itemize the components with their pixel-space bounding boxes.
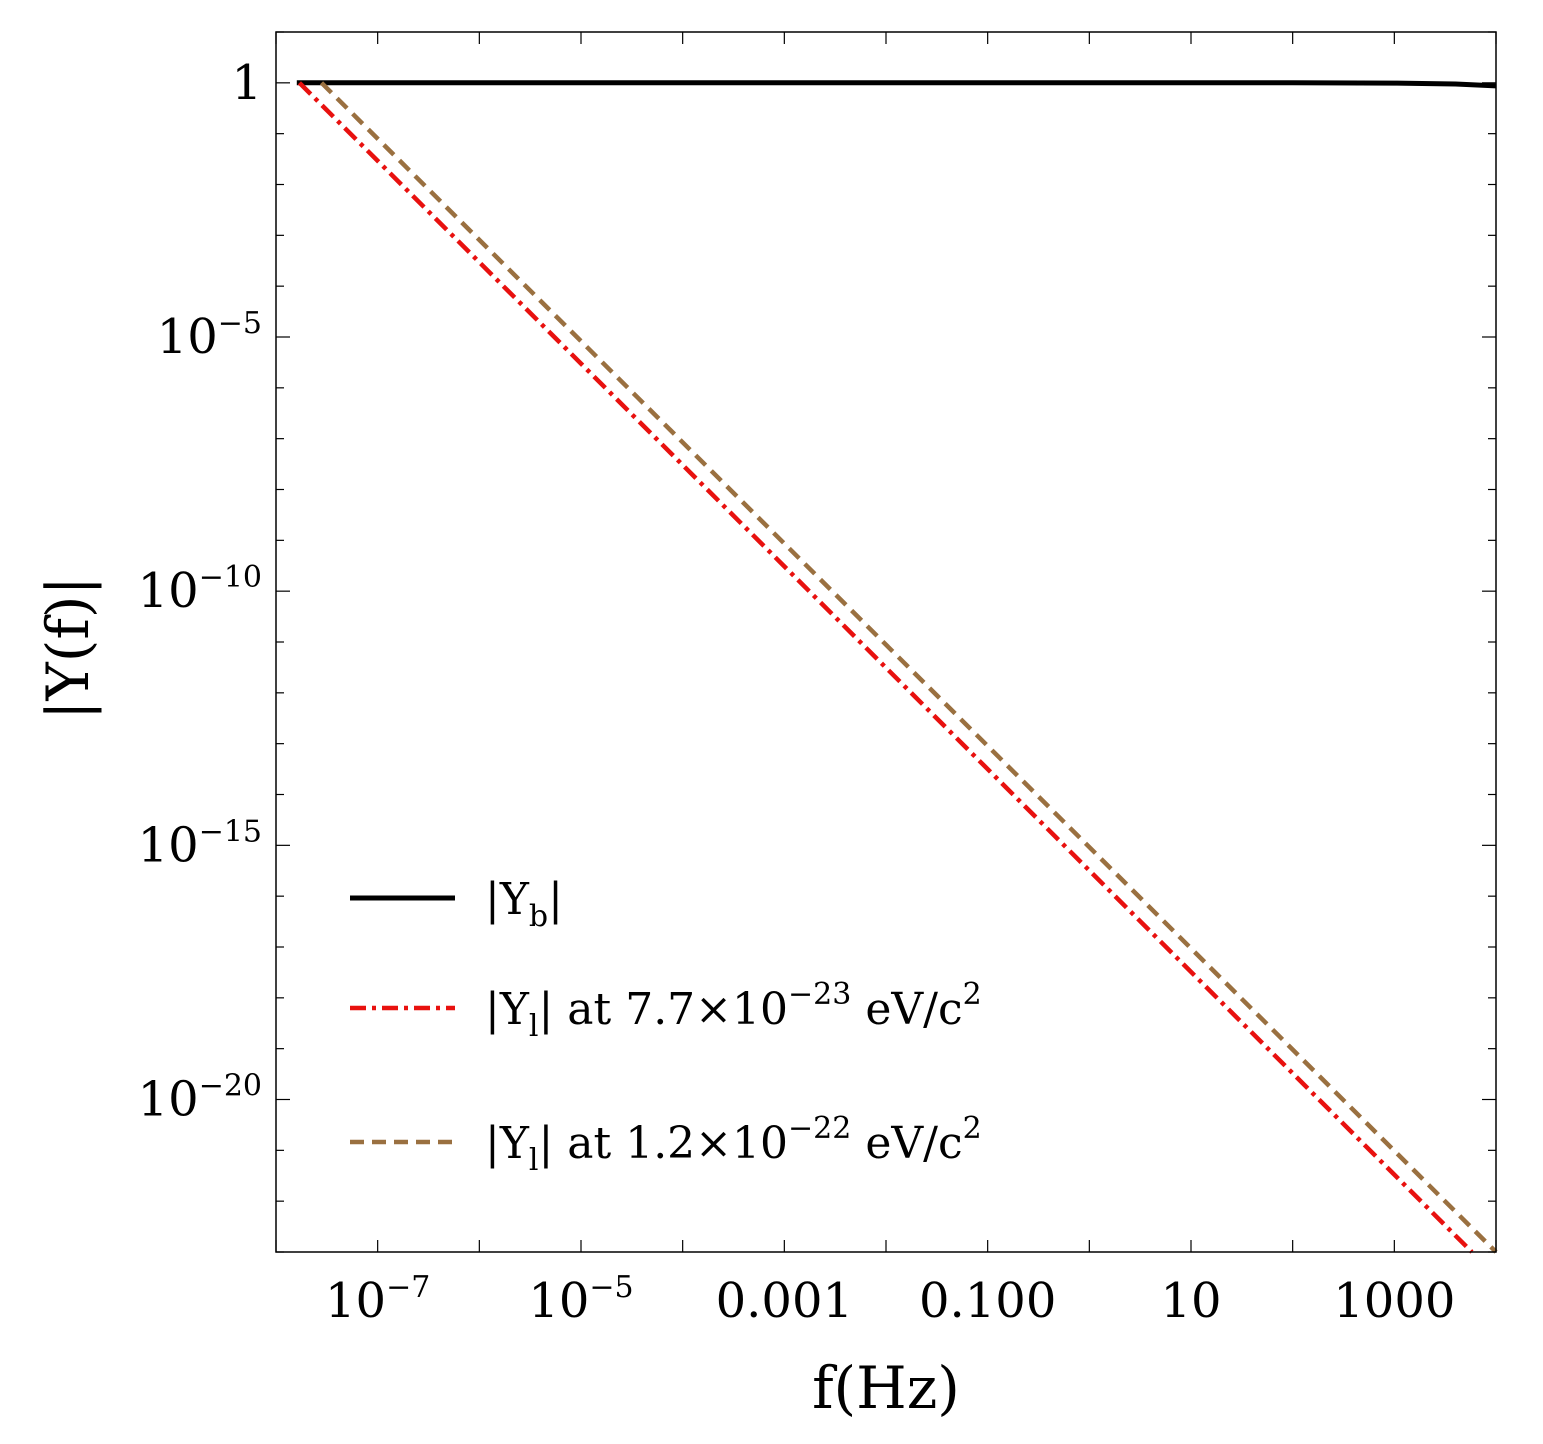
legend-subscript: b [529,899,548,934]
y-tick-label-exponent: −15 [199,814,262,849]
y-tick-label-mantissa: 1 [231,55,262,111]
y-tick-label-exponent: −5 [218,306,262,341]
legend-text: |Y [485,1118,530,1169]
x-tick-label-mantissa: 1000 [1333,1273,1455,1329]
x-tick-label: 1000 [1333,1273,1455,1329]
x-tick-label-exponent: −7 [386,1270,430,1305]
x-tick-label: 0.100 [919,1273,1056,1329]
x-tick-label-mantissa: 10 [325,1273,386,1329]
legend-text: | at 7.7×10 [538,984,788,1035]
legend-subscript: l [529,1143,539,1178]
x-tick-label-mantissa: 0.100 [919,1273,1056,1329]
legend-text: |Y [485,984,530,1035]
x-tick-label-exponent: −5 [589,1270,633,1305]
y-tick-label-exponent: −20 [199,1069,262,1104]
series-line-2 [297,81,1474,1254]
x-axis-label: f(Hz) [812,1354,960,1422]
legend: |Yb||Yl| at 7.7×10−23 eV/c2|Yl| at 1.2×1… [350,874,982,1178]
y-tick-label: 1 [231,55,262,111]
legend-label-2: |Yl| at 7.7×10−23 eV/c2 [485,977,982,1044]
y-tick-label-mantissa: 10 [138,1072,199,1128]
legend-text: | at 1.2×10 [538,1118,788,1169]
y-tick-label-mantissa: 10 [138,563,199,619]
x-tick-label: 10 [1160,1273,1221,1329]
y-axis-label: |Y(f)| [34,576,102,720]
legend-text: |Y [485,874,530,925]
y-tick-label: 10−5 [157,306,262,365]
legend-label-3: |Yl| at 1.2×10−22 eV/c2 [485,1111,982,1178]
x-tick-label: 0.001 [716,1273,853,1329]
legend-superscript: 2 [963,1111,982,1146]
y-tick-label-exponent: −10 [199,560,262,595]
series-line-3 [319,81,1498,1254]
x-tick-label-mantissa: 10 [528,1273,589,1329]
plot-frame [275,31,1497,1253]
series-line-1 [296,80,1497,89]
y-tick-label-mantissa: 10 [157,309,218,365]
y-tick-label: 10−20 [138,1069,262,1128]
legend-label-1: |Yb| [485,874,563,934]
legend-superscript: −23 [788,977,851,1012]
series-layer [296,80,1498,1254]
legend-superscript: 2 [963,977,982,1012]
legend-superscript: −22 [788,1111,851,1146]
legend-subscript: l [529,1009,539,1044]
legend-text: eV/c [851,1118,962,1169]
tick-labels: 10−7 10−5 0.001 0.100 10 1000110−510−1010−151… [138,55,1456,1329]
y-tick-label: 10−10 [138,560,262,619]
x-tick-label-mantissa: 10 [1160,1273,1221,1329]
x-tick-label: 10−7 [325,1270,430,1329]
y-tick-label: 10−15 [138,814,262,873]
legend-text: eV/c [851,984,962,1035]
legend-text: | [548,874,563,925]
x-tick-label-mantissa: 0.001 [716,1273,853,1329]
y-tick-label-mantissa: 10 [138,817,199,873]
x-tick-label: 10−5 [528,1270,633,1329]
